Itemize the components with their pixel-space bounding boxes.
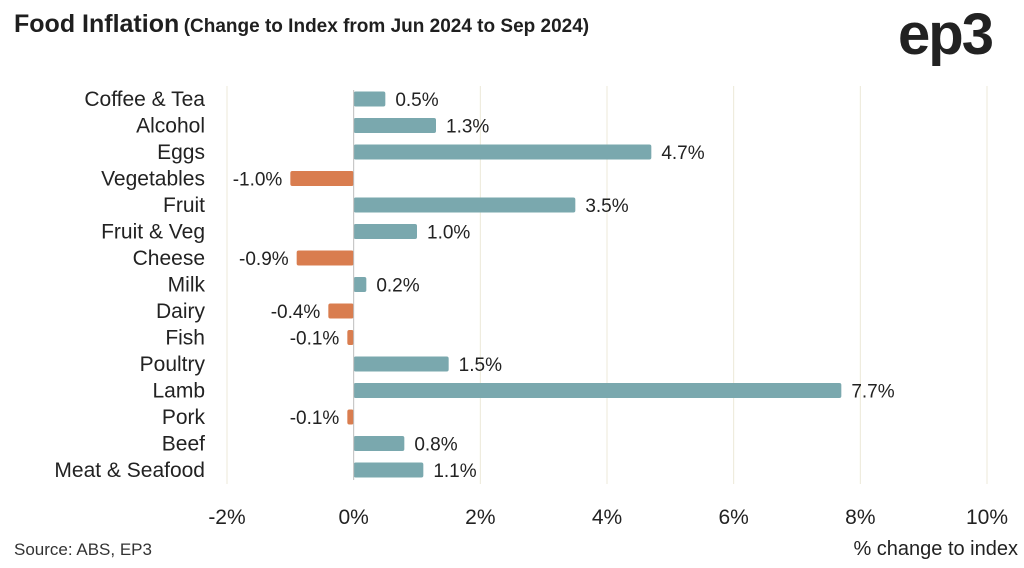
- category-label: Pork: [162, 406, 206, 429]
- bar-value-label: -0.9%: [239, 249, 289, 270]
- bar: [347, 330, 354, 345]
- bar: [296, 250, 354, 266]
- category-label: Lamb: [152, 380, 205, 403]
- bar-value-label: 0.5%: [395, 90, 438, 111]
- category-label: Beef: [162, 433, 205, 456]
- bar: [290, 171, 354, 186]
- bar-value-label: 1.3%: [446, 117, 489, 138]
- bar-value-label: -0.4%: [271, 302, 321, 323]
- x-axis-label: % change to index: [853, 538, 1018, 560]
- bar-value-label: -1.0%: [233, 170, 283, 191]
- bar-value-label: 0.8%: [414, 435, 457, 456]
- bar: [353, 462, 424, 478]
- bar: [353, 197, 576, 213]
- category-label: Coffee & Tea: [84, 88, 205, 111]
- bar: [353, 91, 386, 107]
- bar-value-label: -0.1%: [290, 408, 340, 429]
- bar-value-label: 3.5%: [585, 196, 628, 217]
- category-label: Meat & Seafood: [54, 459, 205, 482]
- bar-value-label: 1.1%: [433, 461, 476, 482]
- bar: [353, 436, 405, 451]
- title-subtitle: Change to Index from Jun 2024 to Sep 202…: [190, 16, 583, 37]
- bar: [328, 303, 354, 319]
- bar-value-label: 4.7%: [661, 143, 704, 164]
- x-tick-label: -2%: [208, 506, 245, 529]
- category-label: Fruit & Veg: [101, 221, 205, 244]
- category-label: Fish: [165, 327, 205, 350]
- bar-value-label: 7.7%: [851, 382, 894, 403]
- x-tick-label: 10%: [966, 506, 1008, 529]
- category-label: Alcohol: [136, 115, 205, 138]
- subtitle-close-paren: ): [582, 16, 590, 37]
- category-label: Vegetables: [101, 168, 205, 191]
- bar: [347, 409, 354, 425]
- ep3-logo: ep3: [898, 2, 994, 67]
- bar-value-label: 1.5%: [459, 355, 502, 376]
- category-label: Poultry: [140, 353, 206, 376]
- bar: [353, 277, 367, 292]
- title-main: Food Inflation: [14, 10, 180, 38]
- bar: [353, 356, 449, 372]
- x-tick-label: 4%: [592, 506, 622, 529]
- bar-value-label: 1.0%: [427, 223, 470, 244]
- bar: [353, 383, 842, 398]
- category-label: Fruit: [163, 194, 205, 217]
- category-label: Eggs: [157, 141, 205, 164]
- x-tick-label: 6%: [718, 506, 748, 529]
- category-label: Cheese: [133, 247, 205, 270]
- bar: [353, 224, 417, 239]
- source-note: Source: ABS, EP3: [14, 540, 152, 559]
- x-tick-label: 2%: [465, 506, 495, 529]
- x-tick-label: 0%: [338, 506, 368, 529]
- bar: [353, 118, 436, 133]
- category-label: Dairy: [156, 300, 206, 323]
- bar-value-label: -0.1%: [290, 329, 340, 350]
- x-tick-label: 8%: [845, 506, 875, 529]
- category-label: Milk: [168, 274, 206, 297]
- subtitle-open-paren: (: [183, 16, 191, 37]
- bar: [353, 144, 652, 160]
- chart-title: Food Inflation (Change to Index from Jun…: [14, 10, 589, 39]
- bar-value-label: 0.2%: [376, 276, 419, 297]
